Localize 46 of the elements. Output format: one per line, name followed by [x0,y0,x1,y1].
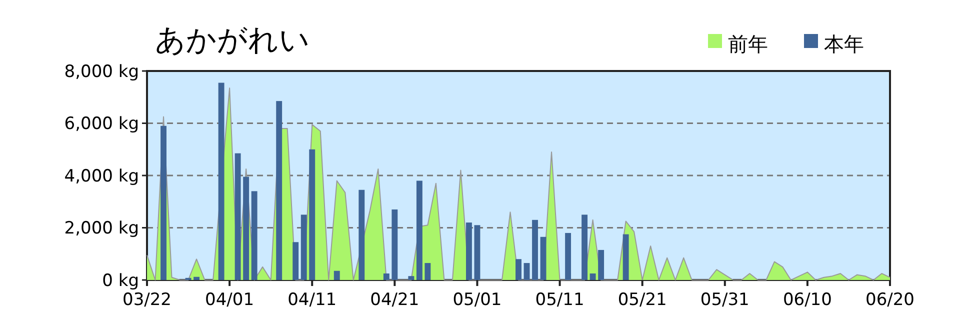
bar [251,191,258,280]
bar [540,236,546,280]
bar [582,214,588,280]
bar [300,214,307,280]
bar [466,222,472,280]
x-tick-label: 04/21 [370,290,420,310]
x-tick-label: 06/10 [782,290,832,310]
bar [392,209,398,280]
bar [358,190,365,280]
bar [292,242,299,280]
bar [474,225,480,280]
bar [408,276,414,280]
bar [334,270,340,280]
bar [424,263,431,280]
x-tick-label: 06/20 [866,290,914,310]
bar [194,276,200,280]
bar [383,273,390,280]
bar [218,82,224,280]
bar [309,149,316,280]
legend-label: 前年 [728,32,768,56]
chart-title: あかがれい [155,23,310,58]
x-tick-label: 05/11 [535,290,584,310]
x-tick-label: 05/01 [452,290,502,310]
y-tick-label: 2,000 kg [64,218,139,239]
y-tick-label: 6,000 kg [64,114,139,134]
bar [416,180,422,280]
bar [160,126,166,280]
bar [516,259,522,280]
bar [598,250,604,280]
x-tick-label: 04/01 [205,290,254,310]
x-tick-label: 03/22 [122,290,172,310]
legend-label: 本年 [824,32,864,56]
x-tick-label: 04/11 [288,290,337,310]
x-tick-label: 05/31 [700,290,750,310]
bar [234,153,241,280]
x-tick-label: 05/21 [618,290,667,310]
bar [622,234,629,280]
bar [243,176,250,280]
bar [524,263,530,280]
bar [532,220,538,280]
y-tick-label: 0 kg [102,270,139,291]
bar [276,101,282,280]
bar [565,232,572,280]
y-tick-label: 4,000 kg [64,166,139,186]
bar [590,273,596,280]
y-tick-label: 8,000 kg [64,62,139,82]
